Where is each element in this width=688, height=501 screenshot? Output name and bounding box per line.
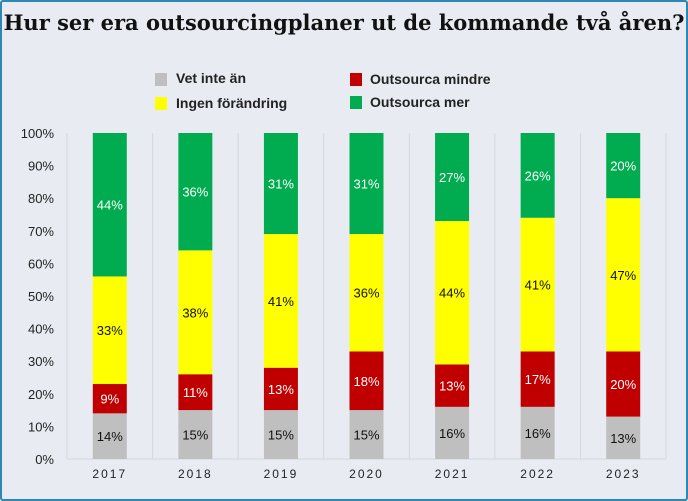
bar-segment — [263, 234, 298, 368]
bar-segment — [520, 133, 555, 218]
bar-segment — [178, 410, 213, 459]
bar-segment — [520, 217, 555, 352]
y-tick-label: 50% — [28, 289, 54, 304]
legend-label-ingen-forandring: Ingen förändring — [176, 95, 288, 111]
y-tick-label: 90% — [28, 159, 54, 174]
data-label: 13% — [268, 382, 294, 397]
x-tick-label: 2019 — [264, 467, 299, 481]
data-label: 11% — [183, 385, 208, 400]
data-label: 47% — [610, 268, 636, 283]
legend-swatch-ingen-forandring — [155, 97, 167, 110]
bar-segment — [520, 406, 555, 459]
data-label: 26% — [525, 168, 551, 183]
data-label: 44% — [439, 286, 465, 301]
bar-segment — [435, 221, 470, 365]
bar-segment — [435, 133, 470, 222]
bar-segment — [178, 374, 213, 411]
bar-segment — [606, 133, 641, 199]
data-label: 15% — [268, 428, 294, 443]
data-label: 17% — [525, 372, 551, 387]
data-label: 44% — [97, 198, 123, 213]
bar-segment — [263, 133, 298, 235]
legend-swatch-vet-inte-an — [155, 73, 167, 86]
bar-segment — [92, 413, 127, 459]
legend-swatch-outsourca-mer — [350, 96, 362, 109]
chart-title: Hur ser era outsourcingplaner ut de komm… — [3, 10, 685, 35]
data-label: 38% — [182, 305, 208, 320]
data-label: 36% — [182, 185, 208, 200]
y-tick-label: 70% — [28, 224, 54, 239]
y-tick-label: 100% — [21, 126, 55, 141]
data-label: 15% — [353, 428, 379, 443]
bar-segment — [92, 133, 127, 277]
data-label: 16% — [439, 426, 465, 441]
y-tick-label: 20% — [28, 387, 54, 402]
y-tick-label: 0% — [35, 452, 54, 467]
bar-segment — [435, 406, 470, 459]
bar-segment — [178, 250, 213, 375]
y-tick-label: 40% — [28, 322, 54, 337]
y-tick-label: 10% — [28, 419, 54, 434]
bar-segment — [520, 351, 555, 407]
y-tick-label: 60% — [28, 256, 54, 271]
bar-segment — [92, 384, 127, 414]
data-label: 33% — [97, 323, 123, 338]
bar-segment — [349, 133, 384, 235]
x-tick-label: 2022 — [520, 467, 555, 481]
x-tick-label: 2020 — [349, 467, 384, 481]
bar-segment — [349, 234, 384, 352]
legend-label-vet-inte-an: Vet inte än — [176, 70, 247, 86]
x-tick-label: 2023 — [606, 467, 641, 481]
data-label: 20% — [610, 377, 636, 392]
y-tick-label: 80% — [28, 191, 54, 206]
bar-segment — [263, 410, 298, 459]
data-label: 41% — [525, 278, 551, 293]
bar-segment — [606, 351, 641, 417]
bar-segment — [178, 133, 213, 251]
data-label: 20% — [610, 159, 636, 174]
data-label: 9% — [100, 392, 119, 407]
data-label: 13% — [610, 431, 636, 446]
data-label: 18% — [353, 374, 379, 389]
data-label: 31% — [268, 177, 294, 192]
x-tick-label: 2018 — [178, 467, 213, 481]
y-tick-label: 30% — [28, 354, 54, 369]
bar-segment — [606, 198, 641, 352]
legend-label-outsourca-mindre: Outsourca mindre — [370, 71, 491, 87]
legend-swatch-outsourca-mindre — [350, 73, 362, 86]
bar-segment — [92, 276, 127, 385]
data-label: 41% — [268, 294, 294, 309]
data-label: 27% — [439, 170, 465, 185]
x-tick-label: 2017 — [92, 467, 127, 481]
data-label: 16% — [525, 426, 551, 441]
bar-segment — [349, 410, 384, 459]
data-label: 13% — [439, 379, 465, 394]
x-tick-label: 2021 — [435, 467, 470, 481]
data-label: 31% — [353, 177, 379, 192]
bar-segment — [435, 364, 470, 407]
bar-segment — [263, 367, 298, 411]
data-label: 36% — [353, 286, 379, 301]
bar-segment — [349, 351, 384, 411]
data-label: 14% — [97, 429, 123, 444]
bar-segment — [606, 416, 641, 459]
data-label: 15% — [182, 428, 208, 443]
legend-label-outsourca-mer: Outsourca mer — [370, 94, 470, 110]
